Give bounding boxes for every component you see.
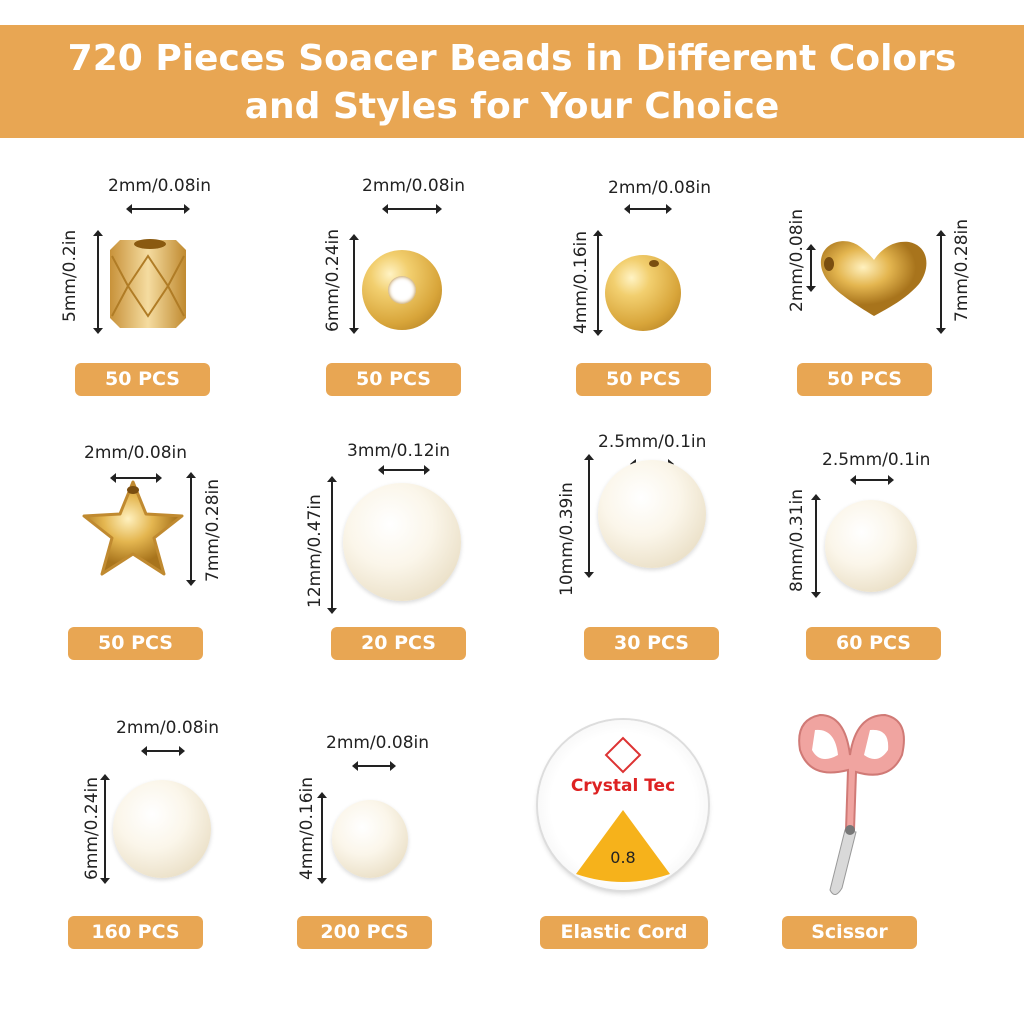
scissors-image bbox=[790, 710, 915, 900]
faceted-tube-bead-image bbox=[110, 236, 186, 330]
title-line-1: 720 Pieces Soacer Beads in Different Col… bbox=[67, 38, 957, 79]
pearl-bead-image bbox=[343, 483, 461, 601]
title-banner: 720 Pieces Soacer Beads in Different Col… bbox=[0, 25, 1024, 138]
count-badge: 50 PCS bbox=[576, 363, 711, 396]
cord-gauge-text: 0.8 bbox=[610, 848, 636, 867]
hole-dimension-arrow bbox=[141, 746, 185, 756]
size-dimension-arrow bbox=[100, 774, 110, 884]
count-badge: 200 PCS bbox=[297, 916, 432, 949]
count-badge: 30 PCS bbox=[584, 627, 719, 660]
count-badge: 160 PCS bbox=[68, 916, 203, 949]
bead-size-label: 4mm/0.16in bbox=[297, 776, 317, 880]
pearl-bead-image bbox=[113, 780, 211, 878]
elastic-cord-spool-image: Crystal Tec 0.8 bbox=[538, 720, 708, 890]
bead-size-label: 12mm/0.47in bbox=[305, 494, 325, 608]
size-dimension-arrow bbox=[811, 494, 821, 598]
bead-size-label: 7mm/0.28in bbox=[952, 218, 972, 322]
hole-size-label: 2mm/0.08in bbox=[608, 178, 712, 198]
size-dimension-arrow bbox=[186, 472, 196, 586]
count-badge: Elastic Cord bbox=[540, 916, 708, 949]
size-dimension-arrow bbox=[317, 792, 327, 884]
count-badge: 50 PCS bbox=[797, 363, 932, 396]
bead-size-label: 5mm/0.2in bbox=[60, 229, 80, 322]
hole-size-label: 2mm/0.08in bbox=[108, 176, 212, 196]
pearl-bead-image bbox=[825, 500, 917, 592]
size-dimension-arrow bbox=[93, 230, 103, 334]
hole-dimension-arrow bbox=[126, 204, 190, 214]
hole-size-label: 2mm/0.08in bbox=[362, 176, 466, 196]
hole-size-label: 2.5mm/0.1in bbox=[598, 432, 707, 452]
size-dimension-arrow bbox=[584, 454, 594, 578]
bead-size-label: 7mm/0.28in bbox=[203, 478, 223, 582]
hole-size-label: 2mm/0.08in bbox=[116, 718, 220, 738]
count-badge: 50 PCS bbox=[326, 363, 461, 396]
title-line-2: and Styles for Your Choice bbox=[244, 86, 780, 127]
hole-size-label: 2.5mm/0.1in bbox=[822, 450, 931, 470]
disc-spacer-bead-image bbox=[362, 250, 442, 330]
count-badge: Scissor bbox=[782, 916, 917, 949]
count-badge: 60 PCS bbox=[806, 627, 941, 660]
count-badge: 50 PCS bbox=[68, 627, 203, 660]
brand-logo-icon bbox=[604, 736, 642, 774]
heart-bead-image bbox=[815, 238, 933, 318]
pearl-bead-image bbox=[598, 460, 706, 568]
hole-size-label: 2mm/0.08in bbox=[787, 208, 807, 312]
hole-dimension-arrow bbox=[624, 204, 672, 214]
size-dimension-arrow bbox=[349, 234, 359, 334]
hole-dimension-arrow bbox=[806, 244, 816, 292]
bead-size-label: 6mm/0.24in bbox=[82, 776, 102, 880]
count-badge: 20 PCS bbox=[331, 627, 466, 660]
hole-dimension-arrow bbox=[110, 473, 162, 483]
size-dimension-arrow bbox=[593, 230, 603, 336]
pearl-bead-image bbox=[332, 800, 408, 878]
size-dimension-arrow bbox=[936, 230, 946, 334]
bead-size-label: 4mm/0.16in bbox=[571, 230, 591, 334]
size-dimension-arrow bbox=[327, 476, 337, 614]
hole-dimension-arrow bbox=[352, 761, 396, 771]
hole-dimension-arrow bbox=[382, 204, 442, 214]
hole-size-label: 2mm/0.08in bbox=[84, 443, 188, 463]
count-badge: 50 PCS bbox=[75, 363, 210, 396]
hole-dimension-arrow bbox=[850, 475, 894, 485]
hole-size-label: 3mm/0.12in bbox=[347, 441, 451, 461]
bead-size-label: 8mm/0.31in bbox=[787, 488, 807, 592]
round-gold-bead-image bbox=[605, 255, 681, 331]
hole-size-label: 2mm/0.08in bbox=[326, 733, 430, 753]
star-bead-image bbox=[80, 478, 186, 580]
brand-text: Crystal Tec bbox=[570, 776, 676, 796]
hole-dimension-arrow bbox=[378, 465, 430, 475]
bead-size-label: 6mm/0.24in bbox=[323, 228, 343, 332]
bead-size-label: 10mm/0.39in bbox=[557, 482, 577, 596]
